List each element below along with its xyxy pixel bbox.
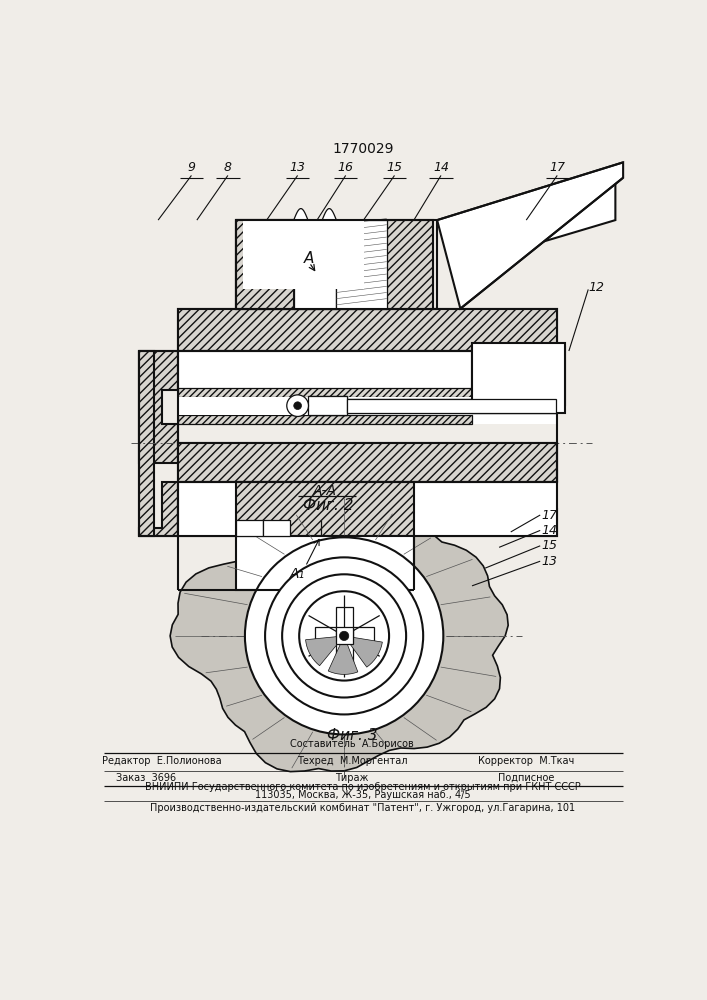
Bar — [347, 399, 556, 413]
Text: 9: 9 — [187, 161, 195, 174]
Polygon shape — [344, 636, 382, 667]
Bar — [177, 309, 557, 351]
Circle shape — [282, 574, 406, 698]
Text: 8: 8 — [224, 161, 232, 174]
Text: А₁: А₁ — [290, 567, 305, 581]
Bar — [263, 520, 290, 536]
Circle shape — [293, 402, 301, 410]
Text: 15: 15 — [542, 539, 558, 552]
Text: 14: 14 — [433, 161, 449, 174]
Bar — [235, 520, 263, 536]
Text: 1770029: 1770029 — [332, 142, 394, 156]
Circle shape — [299, 591, 389, 681]
Bar — [177, 482, 557, 536]
Bar — [315, 627, 373, 644]
Circle shape — [339, 631, 349, 641]
Polygon shape — [437, 166, 615, 266]
Text: Составитель  А.Борисов: Составитель А.Борисов — [290, 739, 414, 749]
Text: Тираж: Тираж — [335, 773, 368, 783]
Text: 13: 13 — [290, 161, 305, 174]
Text: Редактор  Е.Полионова: Редактор Е.Полионова — [103, 756, 222, 766]
Text: 113035, Москва, Ж-35, Раушская наб., 4/5: 113035, Москва, Ж-35, Раушская наб., 4/5 — [255, 790, 471, 800]
Text: 17: 17 — [542, 509, 558, 522]
Bar — [472, 347, 565, 405]
Polygon shape — [293, 209, 337, 309]
Bar — [177, 443, 557, 482]
Polygon shape — [170, 494, 508, 772]
Text: 16: 16 — [338, 161, 354, 174]
Bar — [235, 536, 414, 590]
Text: Фиг. 2: Фиг. 2 — [303, 497, 354, 512]
Bar — [177, 309, 557, 351]
Text: А-А: А-А — [312, 484, 337, 498]
Bar — [235, 482, 414, 536]
Bar — [177, 351, 557, 389]
Bar — [243, 220, 363, 289]
Polygon shape — [139, 351, 177, 463]
Circle shape — [287, 395, 308, 416]
Bar — [177, 415, 472, 424]
Text: Производственно-издательский комбинат "Патент", г. Ужгород, ул.Гагарина, 101: Производственно-издательский комбинат "П… — [150, 803, 575, 813]
Text: Заказ  3696: Заказ 3696 — [117, 773, 177, 783]
Bar — [472, 343, 565, 413]
Bar — [177, 389, 557, 424]
Bar — [177, 509, 557, 536]
Bar — [235, 220, 293, 309]
Text: 17: 17 — [549, 161, 566, 174]
Bar — [308, 396, 347, 415]
Bar — [336, 607, 353, 665]
Polygon shape — [139, 351, 154, 536]
Polygon shape — [328, 636, 358, 674]
Text: ВНИИПИ Государственного комитета по изобретениям и открытиям при ГКНТ СССР: ВНИИПИ Государственного комитета по изоб… — [145, 782, 580, 792]
Text: Техред  М.Моргентал: Техред М.Моргентал — [297, 756, 407, 766]
Polygon shape — [305, 636, 344, 666]
Bar — [387, 220, 433, 309]
Text: 13: 13 — [542, 555, 558, 568]
Bar — [235, 220, 293, 309]
Bar — [293, 220, 337, 309]
Bar — [177, 397, 472, 415]
Bar — [177, 388, 472, 397]
Bar — [337, 220, 387, 309]
Text: 12: 12 — [588, 281, 604, 294]
Bar — [336, 627, 353, 644]
Circle shape — [265, 557, 423, 714]
Polygon shape — [139, 482, 177, 536]
Text: Корректор  М.Ткач: Корректор М.Ткач — [478, 756, 574, 766]
Bar — [177, 443, 557, 482]
Text: 15: 15 — [387, 161, 402, 174]
Text: 14: 14 — [542, 524, 558, 537]
Text: Подписное: Подписное — [498, 773, 554, 783]
Circle shape — [245, 537, 443, 734]
Text: Фиг. 3: Фиг. 3 — [327, 728, 377, 744]
Text: А: А — [304, 251, 315, 266]
Polygon shape — [437, 162, 623, 309]
